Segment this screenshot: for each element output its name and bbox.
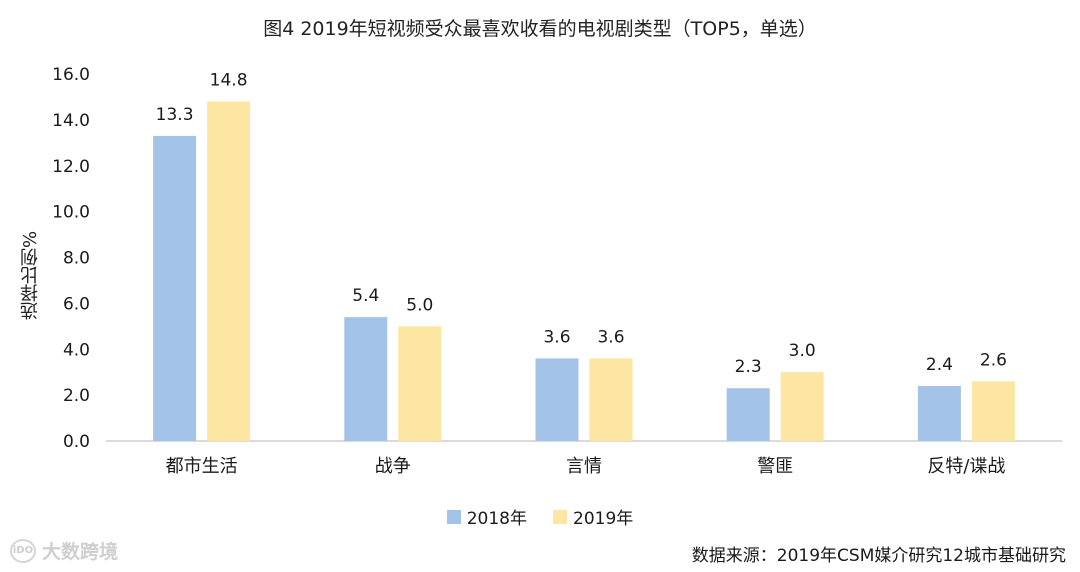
- watermark-logo-icon: iDO: [10, 538, 36, 563]
- legend-swatch-2019: [553, 509, 567, 524]
- category-label: 战争: [375, 456, 411, 477]
- legend-item-2018: 2018年: [446, 504, 527, 529]
- y-tick-label: 16.0: [52, 65, 90, 85]
- bar: [780, 372, 824, 441]
- y-tick-label: 6.0: [63, 294, 90, 314]
- data-label: 5.4: [352, 286, 379, 306]
- legend-item-2019: 2019年: [553, 504, 633, 529]
- bar: [726, 388, 770, 441]
- legend-swatch-2018: [446, 509, 461, 524]
- bar: [207, 101, 251, 442]
- category-label: 言情: [566, 456, 602, 477]
- y-tick-label: 14.0: [52, 111, 90, 131]
- bar: [398, 326, 442, 441]
- category-label: 反特/谍战: [927, 456, 1005, 477]
- y-tick-label: 4.0: [63, 340, 90, 360]
- legend-label-2019: 2019年: [573, 509, 634, 529]
- bar: [153, 135, 197, 441]
- data-label: 14.8: [210, 71, 248, 91]
- category-label: 警匪: [757, 456, 793, 477]
- bar: [535, 358, 579, 441]
- bar: [589, 358, 633, 441]
- watermark: iDO 大数跨境: [10, 537, 118, 564]
- y-tick-label: 12.0: [52, 157, 90, 177]
- chart-title: 图4 2019年短视频受众最喜欢收看的电视剧类型（TOP5，单选）: [263, 18, 817, 40]
- y-tick-label: 10.0: [52, 203, 90, 223]
- data-source: 数据来源：2019年CSM媒介研究12城市基础研究: [691, 546, 1066, 566]
- y-tick-label: 8.0: [63, 249, 90, 269]
- bar: [971, 381, 1015, 441]
- bar: [344, 317, 388, 441]
- data-label: 2.4: [926, 355, 953, 375]
- y-tick-label: 0.0: [63, 432, 90, 452]
- bar-chart: 0.0 2.0 4.0 6.0 8.0 10.0 12.0 14.0 16.0 13.3 14.8 都…: [52, 65, 1062, 477]
- data-label: 5.0: [406, 295, 433, 315]
- category-label: 都市生活: [166, 456, 238, 477]
- legend: 2018年 2019年: [0, 504, 1080, 529]
- data-label: 3.6: [597, 327, 624, 347]
- data-label: 13.3: [156, 105, 194, 125]
- data-label: 2.3: [735, 357, 762, 377]
- data-label: 2.6: [980, 350, 1007, 370]
- watermark-text: 大数跨境: [42, 541, 119, 563]
- y-tick-label: 2.0: [63, 386, 90, 406]
- bar: [917, 385, 961, 441]
- data-label: 3.0: [789, 341, 816, 361]
- data-label: 3.6: [543, 327, 570, 347]
- legend-label-2018: 2018年: [466, 509, 527, 529]
